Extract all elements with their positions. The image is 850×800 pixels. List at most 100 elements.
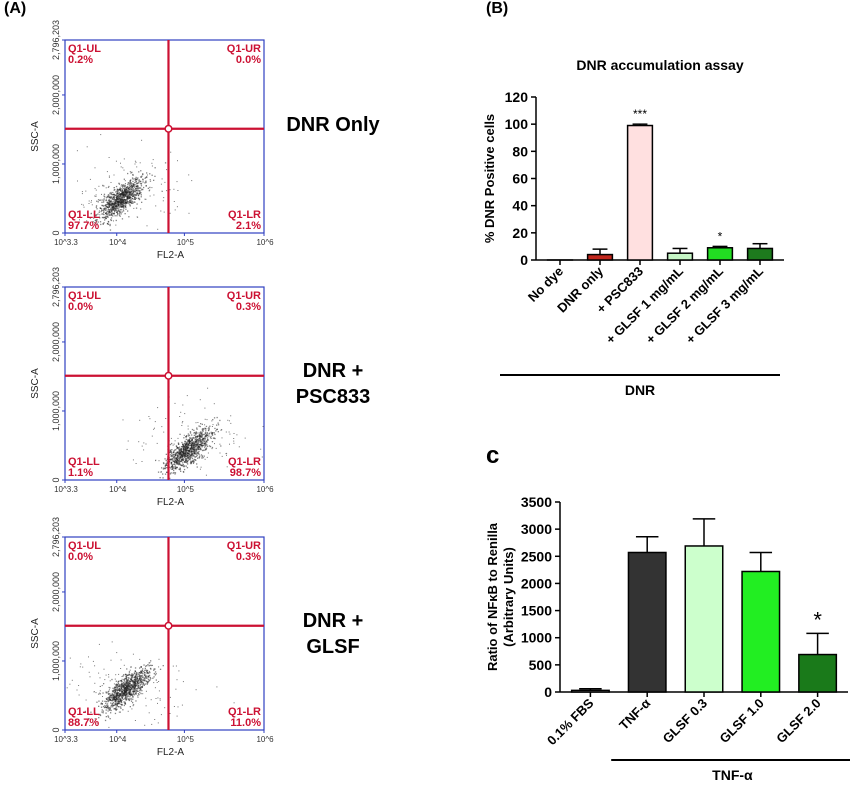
flow-xlabel: FL2-A [157, 497, 185, 508]
y-axis-label: (Arbitrary Units) [501, 547, 516, 647]
flow-xtick-label: 10^4 [109, 485, 127, 494]
y-axis-label: Ratio of NFκB to Renilla [485, 522, 500, 671]
quadrant-percent-ur: 0.3% [236, 551, 261, 563]
panel-a-letter: (A) [4, 0, 27, 17]
significance-marker: * [718, 229, 723, 243]
quadrant-label-ur: Q1-UR [227, 43, 261, 55]
event-cloud [76, 134, 193, 231]
gate-handle[interactable] [164, 371, 173, 380]
category-label: GLSF 1.0 [716, 696, 766, 746]
quadrant-label-ll: Q1-LL [68, 706, 100, 718]
category-label: GLSF 0.3 [660, 696, 710, 746]
category-label: GLSF 2.0 [773, 696, 823, 746]
y-tick-label: 0 [544, 684, 552, 700]
y-tick-label: 120 [505, 89, 529, 105]
flow-ylabel: SSC-A [30, 618, 41, 649]
category-label: + GLSF 3 mg/mL [683, 263, 766, 346]
event-cloud [66, 641, 235, 728]
flow-xtick-label: 10^4 [109, 735, 127, 744]
bar[interactable] [746, 247, 774, 261]
flow-plot-frame [64, 286, 265, 481]
bar[interactable] [706, 247, 734, 261]
flow-xtick-label: 10^6 [256, 485, 274, 494]
flow-ytick-label: 2,796,203 [51, 267, 61, 307]
y-tick-label: 500 [529, 657, 553, 673]
flow-ytick-label: 0 [51, 477, 61, 482]
y-tick-label: 60 [512, 171, 528, 187]
y-tick-label: 100 [505, 116, 529, 132]
flow-ylabel: SSC-A [30, 121, 41, 152]
y-tick-label: 1500 [521, 603, 552, 619]
flow-xtick-label: 10^3.3 [54, 485, 78, 494]
y-tick-label: 3500 [521, 494, 552, 510]
flow-ylabel: SSC-A [30, 368, 41, 399]
flow-xtick-label: 10^6 [256, 735, 274, 744]
quadrant-label-lr: Q1-LR [228, 706, 261, 718]
quadrant-percent-ul: 0.0% [68, 551, 93, 563]
bar[interactable] [741, 570, 781, 693]
y-tick-label: 2000 [521, 575, 552, 591]
category-label: 0.1% FBS [544, 695, 597, 748]
quadrant-label-ul: Q1-UL [68, 43, 101, 55]
y-axis-label: % DNR Positive cells [482, 114, 497, 243]
flow-plot-frame [64, 536, 265, 731]
quadrant-percent-ul: 0.0% [68, 301, 93, 313]
bar-chart-2: 0 500 1000 1500 2000 2500 3000 3500 Ratio of NFκ… [485, 494, 850, 783]
flow-plot-frame [64, 39, 265, 234]
flow-xtick-label: 10^4 [109, 238, 127, 247]
caption-line: DNR + [302, 359, 364, 382]
quadrant-percent-ll: 1.1% [68, 467, 93, 479]
y-tick-label: 80 [512, 143, 528, 159]
bar-chart-1: DNR accumulation assay 0 20 40 60 80 100 120 % D… [482, 57, 784, 398]
bar[interactable] [684, 545, 724, 693]
group-label: TNF-α [712, 767, 753, 783]
flow-ytick-label: 2,000,000 [51, 572, 61, 612]
caption-line: DNR Only [286, 113, 380, 136]
panel-c-letter: c [486, 442, 500, 469]
significance-marker: * [813, 607, 822, 632]
quadrant-label-ul: Q1-UL [68, 290, 101, 302]
bar[interactable] [798, 653, 838, 693]
panel-b-letter: (B) [486, 0, 509, 17]
flow-ytick-label: 1,000,000 [51, 391, 61, 431]
flow-ytick-label: 0 [51, 230, 61, 235]
bar[interactable] [666, 252, 694, 261]
quadrant-percent-ll: 88.7% [68, 717, 99, 729]
quadrant-label-lr: Q1-LR [228, 209, 261, 221]
group-label: DNR [625, 382, 655, 398]
quadrant-label-ur: Q1-UR [227, 290, 261, 302]
quadrant-percent-ul: 0.2% [68, 54, 93, 66]
bar[interactable] [626, 124, 654, 261]
flow-xlabel: FL2-A [157, 747, 185, 758]
gate-handle[interactable] [164, 124, 173, 133]
quadrant-percent-ur: 0.0% [236, 54, 261, 66]
flow-xtick-label: 10^3.3 [54, 238, 78, 247]
significance-marker: *** [633, 107, 647, 121]
bar[interactable] [586, 253, 614, 261]
quadrant-percent-ll: 97.7% [68, 220, 99, 232]
quadrant-percent-lr: 98.7% [230, 467, 261, 479]
quadrant-label-ur: Q1-UR [227, 540, 261, 552]
quadrant-percent-lr: 2.1% [236, 220, 261, 232]
caption-line: GLSF [306, 635, 360, 658]
bar[interactable] [627, 551, 667, 693]
flow-ytick-label: 1,000,000 [51, 144, 61, 184]
flow-plot-caption: DNR + GLSF [258, 608, 408, 660]
flow-xlabel: FL2-A [157, 250, 185, 261]
y-tick-label: 40 [512, 198, 528, 214]
gate-handle[interactable] [164, 621, 173, 630]
quadrant-label-ll: Q1-LL [68, 456, 100, 468]
bar[interactable] [570, 689, 610, 693]
flow-ytick-label: 2,796,203 [51, 517, 61, 557]
quadrant-percent-lr: 11.0% [230, 717, 261, 729]
category-label: TNF-α [616, 696, 653, 733]
flow-ytick-label: 2,796,203 [51, 20, 61, 60]
flow-ytick-label: 1,000,000 [51, 641, 61, 681]
flow-xtick-label: 10^5 [177, 238, 195, 247]
y-tick-label: 20 [512, 225, 528, 241]
flow-xtick-label: 10^3.3 [54, 735, 78, 744]
caption-line: PSC833 [295, 385, 371, 408]
quadrant-percent-ur: 0.3% [236, 301, 261, 313]
